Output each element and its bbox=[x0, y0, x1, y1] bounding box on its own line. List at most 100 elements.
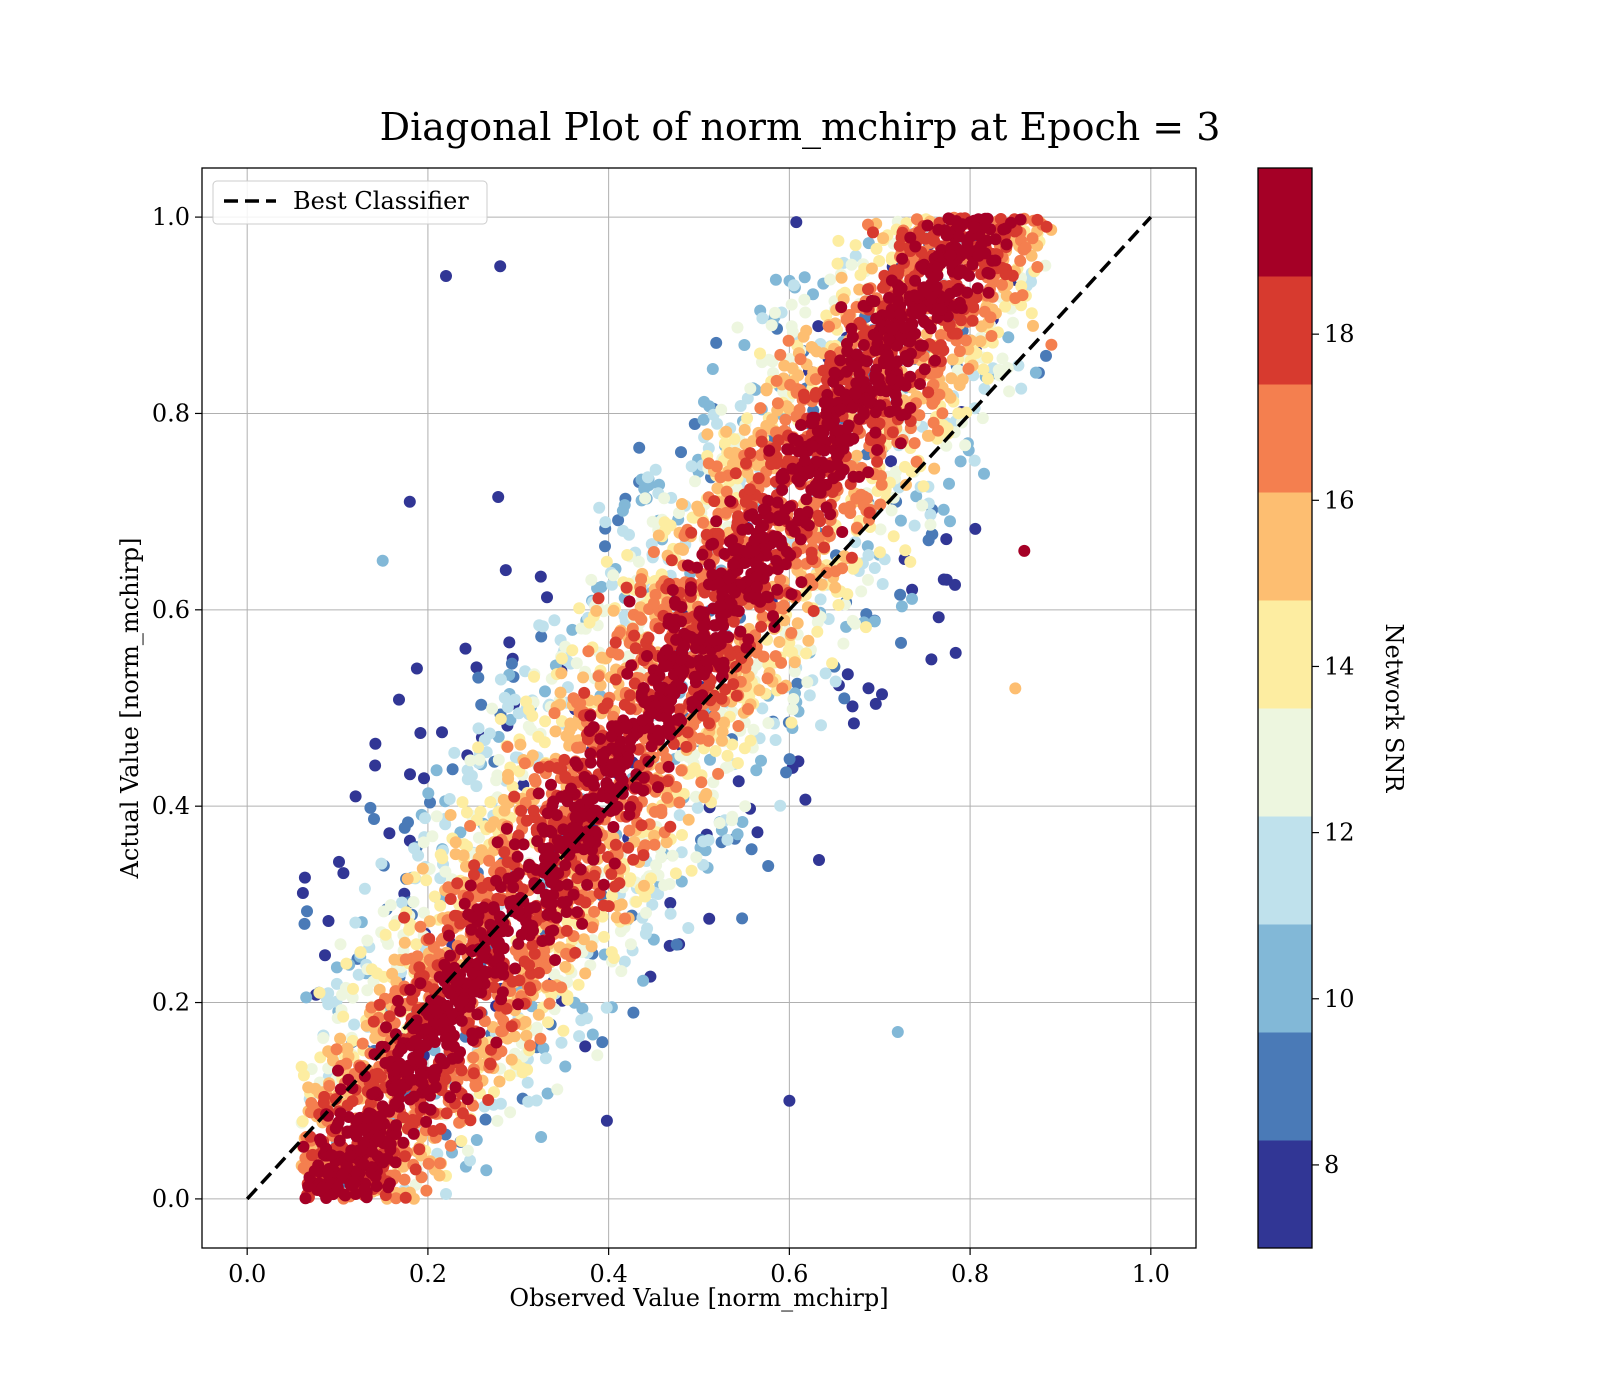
scatter-point bbox=[501, 856, 514, 868]
scatter-point bbox=[755, 754, 767, 767]
scatter-point bbox=[494, 713, 507, 725]
scatter-point bbox=[330, 961, 343, 974]
scatter-point bbox=[451, 877, 464, 890]
scatter-point bbox=[399, 1150, 411, 1163]
scatter-point bbox=[635, 613, 648, 626]
scatter-point bbox=[677, 543, 689, 556]
scatter-point bbox=[693, 504, 706, 517]
scatter-point bbox=[839, 433, 852, 446]
scatter-point bbox=[346, 991, 359, 1004]
scatter-point bbox=[505, 1053, 518, 1066]
scatter-point bbox=[981, 212, 994, 225]
scatter-point bbox=[423, 932, 436, 945]
scatter-point bbox=[716, 725, 729, 738]
scatter-point bbox=[994, 213, 1007, 225]
scatter-point bbox=[1015, 280, 1028, 293]
scatter-point bbox=[670, 780, 683, 793]
scatter-point bbox=[867, 226, 879, 239]
scatter-point bbox=[369, 1032, 382, 1044]
scatter-point bbox=[661, 791, 674, 804]
scatter-point bbox=[534, 1032, 547, 1045]
scatter-point bbox=[676, 665, 689, 678]
scatter-point bbox=[577, 671, 590, 684]
scatter-point bbox=[534, 570, 547, 583]
scatter-point bbox=[550, 809, 563, 821]
scatter-point bbox=[539, 1052, 552, 1065]
scatter-point bbox=[1026, 232, 1039, 245]
scatter-point bbox=[472, 671, 485, 684]
scatter-point bbox=[895, 231, 908, 244]
scatter-point bbox=[894, 308, 907, 320]
scatter-point bbox=[319, 949, 331, 962]
scatter-point bbox=[638, 482, 651, 495]
scatter-point bbox=[607, 952, 620, 964]
scatter-point bbox=[629, 781, 642, 794]
scatter-point bbox=[417, 906, 430, 919]
scatter-point bbox=[798, 293, 811, 306]
scatter-point bbox=[761, 672, 774, 685]
scatter-point bbox=[769, 273, 782, 286]
scatter-point bbox=[811, 616, 824, 629]
scatter-point bbox=[482, 1094, 495, 1106]
scatter-point bbox=[605, 742, 618, 755]
scatter-point bbox=[619, 912, 631, 925]
scatter-point bbox=[536, 822, 549, 835]
scatter-point bbox=[586, 921, 599, 934]
scatter-point bbox=[528, 670, 540, 683]
scatter-point bbox=[815, 719, 827, 732]
scatter-point bbox=[593, 501, 606, 514]
scatter-point bbox=[532, 1008, 545, 1021]
scatter-point bbox=[590, 604, 603, 617]
scatter-point bbox=[322, 915, 335, 927]
scatter-point bbox=[782, 644, 795, 657]
scatter-point bbox=[449, 1081, 462, 1094]
scatter-point bbox=[918, 363, 931, 376]
scatter-point bbox=[605, 730, 618, 743]
scatter-point bbox=[653, 478, 666, 491]
scatter-point bbox=[494, 260, 507, 273]
scatter-point bbox=[580, 1012, 593, 1025]
scatter-point bbox=[771, 397, 784, 410]
scatter-point bbox=[564, 717, 577, 730]
scatter-point bbox=[574, 863, 587, 876]
scatter-point bbox=[615, 965, 628, 978]
scatter-point bbox=[771, 563, 784, 576]
scatter-point bbox=[434, 1122, 447, 1135]
scatter-point bbox=[702, 834, 715, 847]
scatter-point bbox=[349, 916, 362, 929]
scatter-point bbox=[628, 629, 641, 642]
scatter-point bbox=[458, 897, 471, 910]
scatter-point bbox=[600, 1114, 613, 1127]
scatter-point bbox=[627, 1006, 640, 1019]
scatter-point bbox=[528, 773, 541, 785]
scatter-point bbox=[815, 578, 828, 591]
scatter-point bbox=[519, 665, 532, 678]
scatter-point bbox=[493, 1075, 506, 1088]
scatter-point bbox=[669, 867, 682, 880]
scatter-point bbox=[826, 657, 839, 670]
scatter-point bbox=[846, 700, 859, 713]
scatter-point bbox=[470, 780, 483, 793]
scatter-point bbox=[298, 917, 311, 930]
scatter-point bbox=[823, 320, 835, 333]
scatter-point bbox=[602, 900, 615, 913]
scatter-point bbox=[648, 805, 661, 818]
scatter-point bbox=[908, 437, 921, 450]
scatter-point bbox=[386, 1083, 399, 1096]
scatter-point bbox=[492, 753, 505, 766]
scatter-point bbox=[917, 480, 930, 493]
scatter-point bbox=[933, 388, 946, 401]
scatter-point bbox=[711, 417, 723, 430]
scatter-point bbox=[865, 262, 878, 275]
scatter-point bbox=[484, 1058, 497, 1071]
scatter-point bbox=[650, 859, 663, 872]
scatter-point bbox=[742, 703, 754, 715]
scatter-point bbox=[1015, 382, 1028, 395]
scatter-point bbox=[388, 919, 401, 932]
scatter-point bbox=[798, 271, 811, 284]
scatter-point bbox=[642, 631, 655, 644]
scatter-point bbox=[634, 586, 647, 598]
scatter-point bbox=[646, 515, 659, 528]
scatter-point bbox=[330, 977, 343, 990]
scatter-point bbox=[469, 1079, 482, 1092]
